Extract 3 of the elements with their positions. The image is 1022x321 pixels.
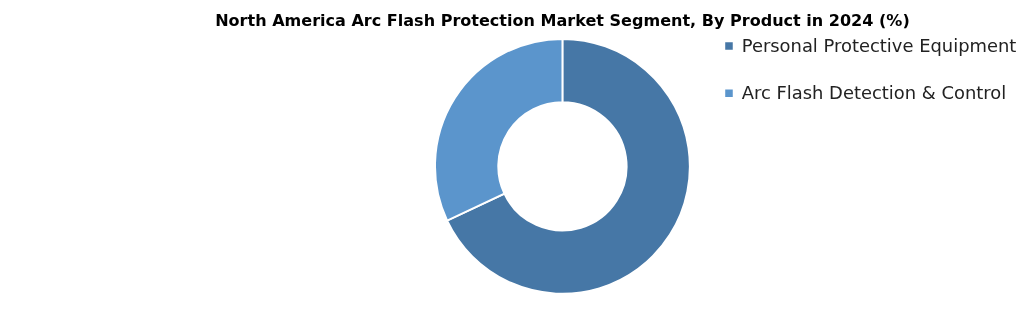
legend-label: Personal Protective Equipment [741, 34, 1017, 56]
legend-label: Arc Flash Detection & Control [741, 81, 1007, 103]
chart-title: North America Arc Flash Protection Market Segment, By Product in 2024 (%) [215, 10, 910, 30]
